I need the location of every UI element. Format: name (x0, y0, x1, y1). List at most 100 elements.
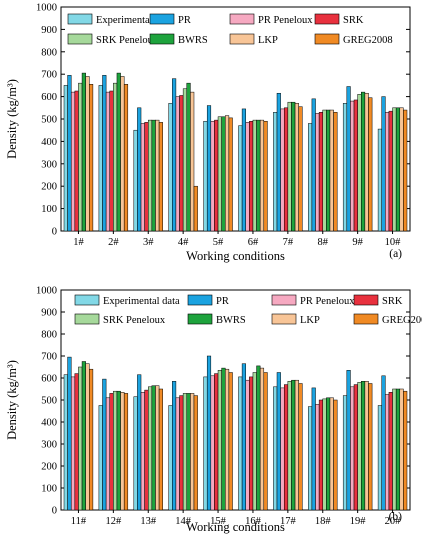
bar (210, 375, 215, 511)
legend-swatch (74, 294, 100, 306)
bar (144, 122, 149, 232)
legend-label: PR (178, 15, 191, 26)
legend-label: Experimental data (103, 296, 180, 307)
bar (291, 379, 296, 511)
bar (283, 107, 289, 232)
bar (326, 109, 331, 232)
bar (403, 390, 408, 511)
bar (294, 103, 299, 232)
bar (113, 390, 118, 511)
bar (102, 378, 107, 511)
bar (193, 185, 198, 232)
bar (280, 387, 285, 511)
bar (155, 385, 160, 511)
bar (89, 84, 94, 232)
bar (70, 376, 76, 511)
bar (294, 379, 299, 511)
bar (172, 381, 177, 511)
bar (350, 100, 355, 232)
bar (329, 109, 334, 232)
bar (89, 368, 94, 511)
bar (221, 116, 226, 232)
bar (291, 101, 296, 232)
bar (273, 112, 278, 232)
bar (311, 387, 316, 511)
x-tick-label: 14# (175, 516, 192, 527)
legend-label: PR Peneloux (300, 296, 355, 307)
x-axis-title: Working conditions (186, 249, 285, 263)
bar (148, 119, 153, 232)
y-tick-label: 400 (41, 137, 57, 148)
legend-label: BWRS (216, 315, 246, 326)
bar (123, 84, 129, 232)
bar (381, 96, 386, 232)
bar (225, 115, 230, 232)
bar (186, 393, 191, 511)
legend-label: Experimental data (96, 15, 173, 26)
y-tick-label: 100 (41, 204, 57, 215)
bar (263, 120, 268, 232)
bar (399, 107, 404, 232)
panel-b: 0 100 200 300 400 500 600 700 800 900 1000 11# 12# 13… (5, 286, 422, 535)
bar (217, 116, 222, 232)
legend-label: PR (216, 296, 229, 307)
bar (403, 109, 408, 232)
legend-swatch (314, 13, 340, 25)
x-axis-title: Working conditions (186, 520, 285, 534)
bar (357, 94, 362, 232)
bar (326, 397, 331, 511)
bar (346, 86, 351, 232)
bar (395, 388, 401, 511)
bar (168, 405, 173, 511)
x-tick-label: 1# (73, 237, 84, 248)
bar (105, 91, 110, 232)
x-tick-label: 15# (210, 516, 227, 527)
bar (85, 76, 90, 232)
bar (172, 78, 177, 232)
bar (381, 375, 386, 511)
legend-swatch (314, 33, 340, 45)
bar (392, 107, 397, 232)
x-tick-label: 4# (178, 237, 189, 248)
bar (98, 85, 103, 232)
bar (158, 388, 163, 511)
x-tick-label: 10# (385, 237, 402, 248)
panel-a: 0 100 200 300 400 500 600 700 800 900 1000 1# 2# 3# 4#… (5, 3, 411, 263)
bar (179, 395, 184, 511)
y-tick-label: 0 (52, 227, 57, 238)
bar (137, 107, 142, 232)
bar (311, 98, 316, 232)
bar (361, 381, 366, 511)
legend-swatch (271, 313, 297, 325)
legend-swatch (187, 313, 213, 325)
bar (221, 367, 226, 511)
bar (353, 384, 358, 511)
bar (85, 363, 90, 511)
bar (245, 379, 250, 511)
bar (109, 90, 114, 232)
bar (63, 85, 68, 232)
legend-swatch (229, 33, 255, 45)
bar (256, 365, 261, 511)
bar (144, 389, 149, 511)
bar (361, 91, 366, 232)
bar (318, 399, 324, 511)
bar (203, 376, 208, 511)
bar (256, 119, 261, 232)
y-tick-label: 400 (41, 418, 57, 429)
bar (140, 392, 145, 511)
legend-swatch (271, 294, 297, 306)
bar (308, 406, 313, 511)
legend-label: LKP (300, 315, 320, 326)
y-tick-label: 700 (41, 352, 57, 363)
y-tick-label: 500 (41, 396, 57, 407)
bar (203, 120, 208, 232)
x-tick-label: 5# (213, 237, 224, 248)
x-tick-label: 19# (350, 516, 367, 527)
x-tick-label: 8# (318, 237, 329, 248)
bar (245, 122, 250, 232)
legend-swatch (74, 313, 100, 325)
x-tick-label: 17# (280, 516, 297, 527)
bar (276, 92, 281, 232)
